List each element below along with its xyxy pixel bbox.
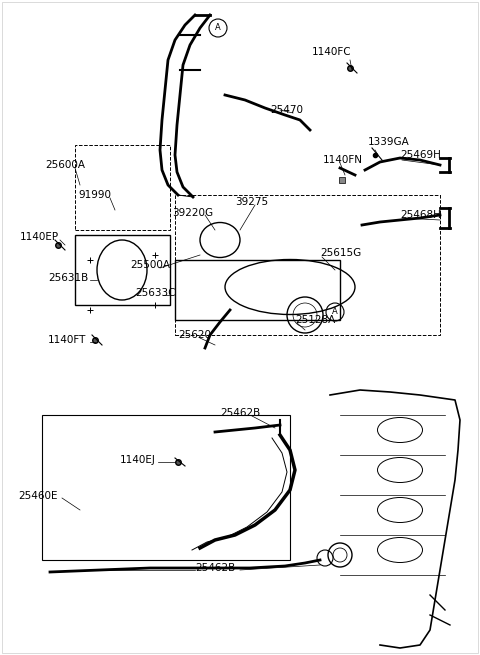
Text: 1140EP: 1140EP bbox=[20, 232, 59, 242]
Text: 39220G: 39220G bbox=[172, 208, 213, 218]
Text: 1339GA: 1339GA bbox=[368, 137, 410, 147]
Text: 25615G: 25615G bbox=[320, 248, 361, 258]
Text: 25460E: 25460E bbox=[18, 491, 58, 501]
Text: 25631B: 25631B bbox=[48, 273, 88, 283]
Text: A: A bbox=[332, 307, 338, 316]
Text: 91990: 91990 bbox=[78, 190, 111, 200]
Bar bbox=[175, 195, 440, 335]
Bar bbox=[175, 260, 340, 320]
Text: 25469H: 25469H bbox=[400, 150, 441, 160]
Text: 25468H: 25468H bbox=[400, 210, 441, 220]
Text: 1140FN: 1140FN bbox=[323, 155, 363, 165]
Text: 25462B: 25462B bbox=[220, 408, 260, 418]
Text: 1140FC: 1140FC bbox=[312, 47, 352, 57]
Text: 25500A: 25500A bbox=[130, 260, 170, 270]
Text: 25462B: 25462B bbox=[195, 563, 235, 573]
Text: 25128A: 25128A bbox=[295, 315, 335, 325]
Bar bbox=[75, 235, 170, 305]
Text: 1140EJ: 1140EJ bbox=[120, 455, 156, 465]
Text: 39275: 39275 bbox=[235, 197, 268, 207]
Bar bbox=[42, 415, 290, 560]
Text: 25470: 25470 bbox=[270, 105, 303, 115]
Bar bbox=[75, 145, 170, 230]
Text: 1140FT: 1140FT bbox=[48, 335, 86, 345]
Text: 25620: 25620 bbox=[178, 330, 211, 340]
Text: A: A bbox=[215, 24, 221, 33]
Text: 25600A: 25600A bbox=[45, 160, 85, 170]
Text: 25633C: 25633C bbox=[135, 288, 176, 298]
